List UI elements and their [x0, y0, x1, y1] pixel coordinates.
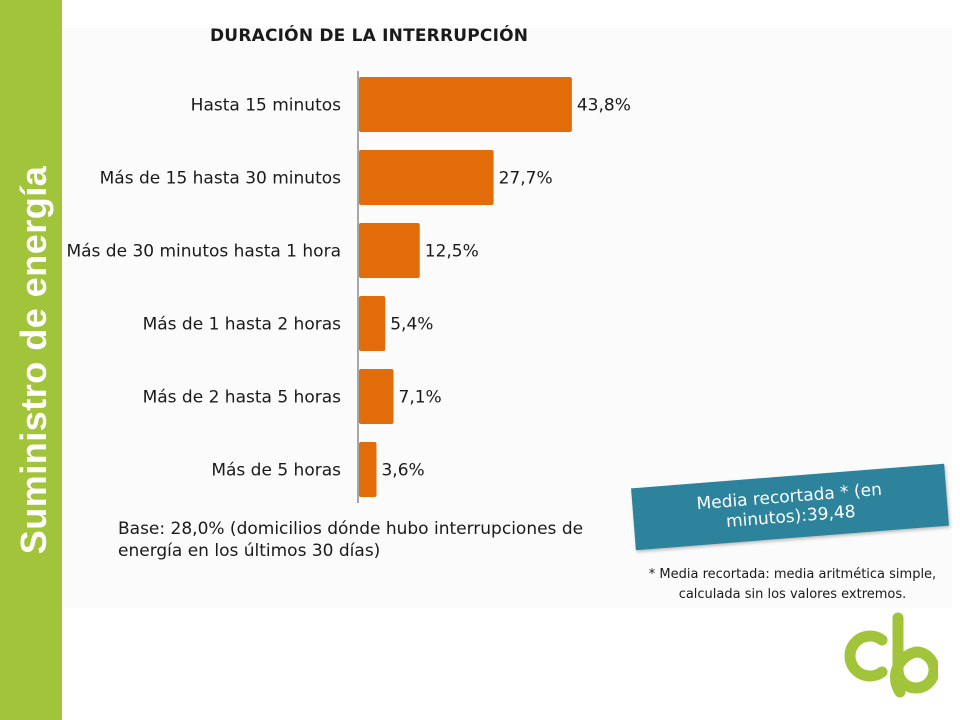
category-label-1: Más de 15 hasta 30 minutos — [100, 169, 342, 189]
category-label-2: Más de 30 minutos hasta 1 hora — [66, 242, 341, 262]
bar-1 — [359, 150, 494, 205]
value-label-4: 7,1% — [399, 388, 442, 408]
value-label-2: 12,5% — [425, 242, 479, 262]
category-label-4: Más de 2 hasta 5 horas — [143, 388, 342, 408]
footnote: * Media recortada: media aritmética simp… — [648, 567, 937, 602]
bars-layer: Hasta 15 minutos 43,8% Más de 15 hasta 30 … — [66, 77, 631, 497]
value-label-1: 27,7% — [499, 169, 553, 189]
value-label-5: 3,6% — [381, 461, 424, 481]
callout-text: Media recortada * (en minutos):39,48 — [695, 479, 883, 533]
bar-0 — [359, 77, 572, 132]
base-note: Base: 28,0% (domicilios dónde hubo inter… — [118, 519, 584, 561]
bar-2 — [359, 223, 420, 278]
bar-5 — [359, 442, 377, 497]
bar-3 — [359, 296, 386, 351]
value-label-0: 43,8% — [577, 96, 631, 116]
bar-4 — [359, 369, 394, 424]
side-band: Suministro de energía — [0, 0, 62, 720]
category-label-0: Hasta 15 minutos — [191, 96, 341, 116]
cb-logo-icon — [844, 612, 938, 698]
value-label-3: 5,4% — [390, 315, 433, 335]
category-label-5: Más de 5 horas — [211, 461, 341, 481]
category-label-3: Más de 1 hasta 2 horas — [143, 315, 342, 335]
chart-title: DURACIÓN DE LA INTERRUPCIÓN — [210, 26, 529, 46]
